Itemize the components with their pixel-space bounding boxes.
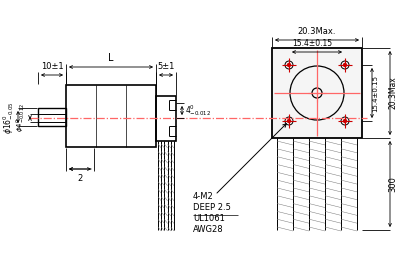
Text: L: L bbox=[108, 53, 114, 63]
Text: 2: 2 bbox=[77, 174, 83, 183]
Text: 20.3Max: 20.3Max bbox=[387, 77, 396, 109]
Bar bbox=[156, 96, 176, 141]
Text: $\phi4^0_{-0.012}$: $\phi4^0_{-0.012}$ bbox=[15, 104, 28, 132]
Text: $4^0_{-0.012}$: $4^0_{-0.012}$ bbox=[185, 104, 211, 118]
Text: 15.4±0.15: 15.4±0.15 bbox=[291, 39, 331, 48]
Text: $\phi16^0_{-0.05}$: $\phi16^0_{-0.05}$ bbox=[1, 102, 16, 134]
Text: UL1061: UL1061 bbox=[192, 214, 224, 223]
Text: 20.3Max.: 20.3Max. bbox=[297, 27, 335, 36]
Text: DEEP 2.5: DEEP 2.5 bbox=[192, 203, 230, 212]
Circle shape bbox=[343, 120, 346, 123]
Circle shape bbox=[343, 63, 346, 67]
Text: 5±1: 5±1 bbox=[157, 62, 174, 71]
Text: 15.4±0.15: 15.4±0.15 bbox=[371, 75, 377, 112]
Text: AWG28: AWG28 bbox=[192, 225, 223, 234]
Text: 4-M2: 4-M2 bbox=[192, 192, 213, 201]
Text: 300: 300 bbox=[387, 176, 396, 192]
Bar bbox=[38, 108, 66, 126]
Text: 10±1: 10±1 bbox=[40, 62, 63, 71]
Bar bbox=[66, 85, 156, 147]
Circle shape bbox=[287, 63, 290, 67]
Bar bbox=[271, 48, 361, 138]
Circle shape bbox=[287, 120, 290, 123]
